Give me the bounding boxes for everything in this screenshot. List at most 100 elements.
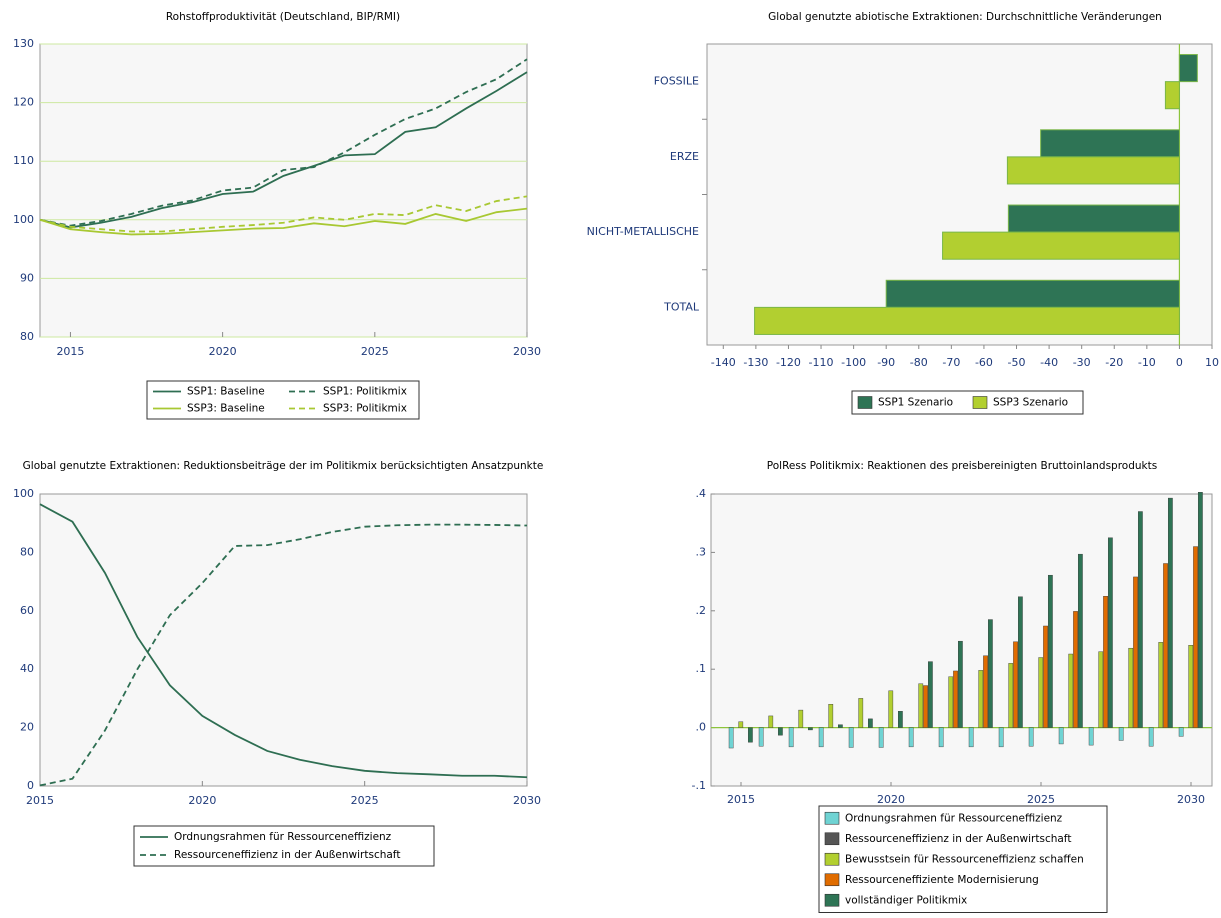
bar <box>1008 663 1014 728</box>
bar <box>1103 596 1108 728</box>
bar <box>1040 129 1180 158</box>
bar <box>1193 546 1198 728</box>
x-tick-label: -140 <box>711 356 736 369</box>
y-tick-label: TOTAL <box>663 300 700 313</box>
plot-area <box>710 493 1213 787</box>
legend-label: Ordnungsrahmen für Ressourceneffizienz <box>845 812 1063 824</box>
bar <box>1163 563 1168 728</box>
bar <box>898 711 903 728</box>
bar <box>968 727 974 748</box>
x-tick-label: 2030 <box>513 345 541 358</box>
x-tick-label: -60 <box>975 356 993 369</box>
x-tick-label: 10 <box>1205 356 1219 369</box>
bar <box>808 727 813 731</box>
bar <box>988 619 993 728</box>
bar <box>788 727 794 748</box>
legend-swatch <box>824 873 840 887</box>
bar <box>1164 81 1180 110</box>
y-tick-label: .0 <box>696 721 707 734</box>
y-tick-label: 80 <box>20 330 34 343</box>
y-tick-label: 20 <box>20 721 34 734</box>
legend-swatch <box>824 852 840 866</box>
bar <box>1107 537 1113 728</box>
bar <box>1167 497 1173 728</box>
legend-label: Bewusstsein für Ressourceneffizienz scha… <box>845 853 1084 865</box>
bar <box>838 724 843 728</box>
bar <box>1088 727 1094 746</box>
legend-label: vollständiger Politikmix <box>845 894 967 906</box>
bar <box>1188 645 1194 728</box>
legend-label: Ordnungsrahmen für Ressourceneffizienz <box>174 831 392 843</box>
bar <box>1047 574 1053 728</box>
x-tick-label: 2030 <box>513 794 541 807</box>
y-tick-label: ERZE <box>670 150 699 163</box>
bar <box>1128 647 1134 728</box>
bar <box>1178 727 1184 737</box>
bar <box>748 727 753 743</box>
y-tick-label: 100 <box>13 487 34 500</box>
bar <box>728 727 734 749</box>
bar <box>798 709 804 728</box>
bar <box>1197 492 1203 728</box>
bar <box>1148 727 1154 747</box>
x-tick-label: -10 <box>1138 356 1156 369</box>
bar <box>828 704 834 728</box>
y-tick-label: .1 <box>696 662 707 675</box>
line <box>39 58 528 227</box>
x-tick-label: -100 <box>841 356 866 369</box>
x-tick-label: 2020 <box>188 794 216 807</box>
plot-area <box>39 493 528 787</box>
legend-swatch <box>857 396 873 409</box>
chart-title: Global genutzte abiotische Extraktionen:… <box>768 11 1162 23</box>
legend-label: SSP1: Baseline <box>187 386 265 398</box>
y-tick-label: FOSSILE <box>654 75 699 88</box>
x-tick-label: -50 <box>1008 356 1026 369</box>
x-tick-label: -40 <box>1040 356 1058 369</box>
bar <box>1137 511 1143 728</box>
bar <box>885 279 1180 308</box>
legend-label: Ressourceneffizienz in der Außenwirtscha… <box>174 849 400 861</box>
bar <box>778 727 783 736</box>
legend-label: SSP3: Politikmix <box>323 403 407 415</box>
x-tick-label: -70 <box>942 356 960 369</box>
legend-box <box>818 805 1108 913</box>
legend-label: Ressourceneffizienz in der Außenwirtscha… <box>845 833 1071 845</box>
bar <box>1006 156 1180 185</box>
chart-title: PolRess Politikmix: Reaktionen des preis… <box>767 460 1157 472</box>
y-tick-label: .2 <box>696 604 707 617</box>
bar <box>858 698 864 728</box>
y-tick-label: 90 <box>20 271 34 284</box>
x-tick-label: -130 <box>743 356 768 369</box>
y-tick-label: -.1 <box>692 779 706 792</box>
bar <box>938 727 944 748</box>
legend-label: SSP3 Szenario <box>993 397 1068 409</box>
bar <box>918 683 924 728</box>
legend-swatch <box>972 396 988 409</box>
x-tick-label: -30 <box>1073 356 1091 369</box>
y-tick-label: 60 <box>20 604 34 617</box>
x-tick-label: -80 <box>910 356 928 369</box>
bar <box>818 727 824 748</box>
y-tick-label: 0 <box>27 779 34 792</box>
x-tick-label: -120 <box>776 356 801 369</box>
x-tick-label: 2025 <box>1027 793 1055 806</box>
bar <box>953 670 958 728</box>
x-tick-label: 2015 <box>727 793 755 806</box>
bar <box>1058 727 1064 745</box>
y-tick-label: NICHT-METALLISCHE <box>587 225 699 238</box>
bar <box>754 306 1180 335</box>
bar <box>868 718 873 728</box>
legend-box <box>146 380 420 420</box>
bar <box>758 727 764 747</box>
legend-label: SSP1 Szenario <box>878 397 953 409</box>
y-tick-label: 110 <box>13 154 34 167</box>
bar <box>942 231 1180 260</box>
bar <box>1158 642 1164 728</box>
bar <box>928 661 933 728</box>
bar <box>1038 657 1044 728</box>
x-tick-label: -20 <box>1105 356 1123 369</box>
bar <box>768 715 774 728</box>
x-tick-label: 2025 <box>351 794 379 807</box>
bar <box>908 727 914 748</box>
legend-label: Ressourceneffiziente Modernisierung <box>845 874 1039 886</box>
